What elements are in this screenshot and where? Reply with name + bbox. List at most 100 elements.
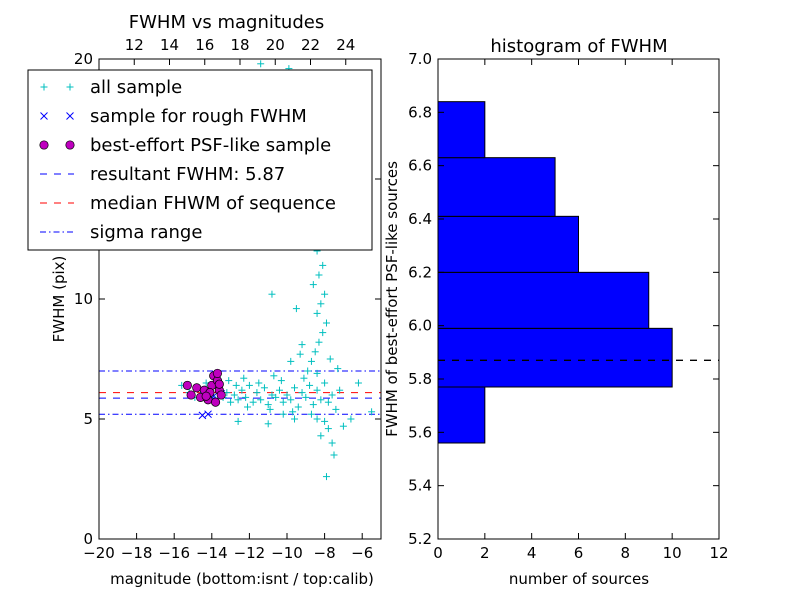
y-tick-label: 0 (83, 530, 93, 548)
legend-entry: best-effort PSF-like sample (39, 135, 331, 156)
psf-sample-point (214, 379, 224, 389)
legend-label: sigma range (90, 222, 202, 243)
all-sample-point (298, 389, 306, 397)
all-sample-point (332, 405, 340, 413)
all-sample-point (302, 393, 310, 401)
legend-entry: resultant FWHM: 5.87 (40, 164, 285, 185)
histogram-y-label: FWHM of best-effort PSF-like sources (383, 161, 401, 437)
x-tick-label: −8 (314, 544, 336, 562)
all-sample-point (255, 379, 263, 387)
all-sample-point (313, 415, 321, 423)
x-tick-label: −14 (196, 544, 228, 562)
hist-y-tick-label: 6.2 (408, 263, 432, 281)
all-sample-point (313, 369, 321, 377)
hist-y-tick-label: 5.2 (408, 530, 432, 548)
all-sample-point (249, 398, 257, 406)
all-sample-point (275, 386, 283, 394)
all-sample-point (324, 425, 332, 433)
all-sample-point (279, 410, 287, 418)
all-sample-point (300, 374, 308, 382)
hist-y-tick-label: 6.8 (408, 103, 432, 121)
hist-y-tick-label: 6.0 (408, 317, 432, 335)
legend-entry: median FHWM of sequence (40, 193, 336, 214)
histogram-bar (437, 327, 673, 388)
all-sample-point (339, 422, 347, 430)
all-sample-point (234, 396, 242, 404)
all-sample-point (304, 367, 312, 375)
all-sample-point (227, 398, 235, 406)
hist-x-tick-label: 8 (621, 544, 631, 562)
all-sample-point (321, 379, 329, 387)
all-sample-point (238, 386, 246, 394)
x-tick-label: −6 (351, 544, 373, 562)
all-sample-point (266, 405, 274, 413)
all-sample-point (230, 391, 238, 399)
all-sample-point (291, 415, 299, 423)
all-sample-point (330, 451, 338, 459)
rough-sample-point-b (204, 410, 212, 419)
histogram-y-ticks: 5.2 5.4 5.6 5.8 6.0 6.2 6.4 6.6 6.8 7.0 (408, 50, 719, 548)
all-sample-point (328, 439, 336, 447)
top-axis-ticks: 12 14 16 18 20 22 24 (125, 36, 355, 65)
top-tick-label: 18 (230, 36, 249, 54)
all-sample-point (368, 408, 376, 416)
all-sample-point (311, 348, 319, 356)
bottom-axis-ticks: −20 −18 −16 −14 −12 −10 −8 −6 (83, 533, 373, 562)
histogram-bar (437, 157, 556, 217)
legend-label: all sample (90, 77, 182, 98)
top-tick-label: 12 (125, 36, 144, 54)
psf-sample-point (182, 380, 192, 390)
psf-sample-point (211, 397, 221, 407)
scatter-chart: FWHM vs magnitudes 12 14 16 18 20 22 24 −20 −18… (27, 12, 382, 588)
all-sample-point (268, 391, 276, 399)
hist-x-tick-label: 2 (480, 544, 490, 562)
all-sample-point (292, 305, 300, 313)
legend-circle (39, 140, 49, 150)
x-tick-label: −12 (234, 544, 266, 562)
all-sample-point (264, 420, 272, 428)
y-tick-label: 10 (74, 290, 93, 308)
all-sample-point (264, 401, 272, 409)
histogram-bar (437, 271, 650, 329)
all-sample-point (232, 381, 240, 389)
histogram-chart: histogram of FWHM 0 2 4 6 8 10 12 5.2 5.4 5.6 5.8… (383, 36, 729, 588)
legend-label: best-effort PSF-like sample (90, 135, 331, 156)
all-sample-point (225, 377, 233, 385)
scatter-x-label: magnitude (bottom:isnt / top:calib) (110, 570, 374, 588)
all-sample-point (296, 350, 304, 358)
legend-entry: all sample (40, 77, 182, 98)
y-tick-label: 5 (83, 410, 93, 428)
histogram-bar (437, 386, 486, 444)
all-sample-point (242, 393, 250, 401)
all-sample-point (270, 372, 278, 380)
legend-frame (27, 69, 373, 251)
all-sample-point (257, 60, 265, 68)
all-sample-point (268, 290, 276, 298)
hist-x-tick-label: 10 (663, 544, 682, 562)
rough-sample-point (204, 410, 212, 419)
all-sample-point (309, 401, 317, 409)
y-tick-label: 20 (74, 50, 93, 68)
scatter-chart-title: FWHM vs magnitudes (129, 12, 324, 33)
hist-x-tick-label: 4 (527, 544, 537, 562)
all-sample-point (253, 389, 261, 397)
all-sample-point (347, 415, 355, 423)
all-sample-point (240, 374, 248, 382)
histogram-x-ticks: 0 2 4 6 8 10 12 (433, 59, 729, 562)
all-sample-point (313, 386, 321, 394)
legend-circle (65, 140, 75, 150)
all-sample-point (234, 417, 242, 425)
all-sample-point (287, 396, 295, 404)
hist-y-tick-label: 6.4 (408, 210, 432, 228)
hist-y-tick-label: 6.6 (408, 157, 432, 175)
scatter-y-label: FWHM (pix) (50, 256, 68, 343)
all-sample-point (322, 319, 330, 327)
all-sample-point (244, 403, 252, 411)
rough-sample-point-b (198, 411, 207, 420)
psf-sample-point (186, 390, 196, 400)
all-sample-point (307, 410, 315, 418)
all-sample-point (277, 377, 285, 385)
all-sample-point (336, 386, 344, 394)
all-sample-point (321, 290, 329, 298)
hist-y-tick-label: 7.0 (408, 50, 432, 68)
